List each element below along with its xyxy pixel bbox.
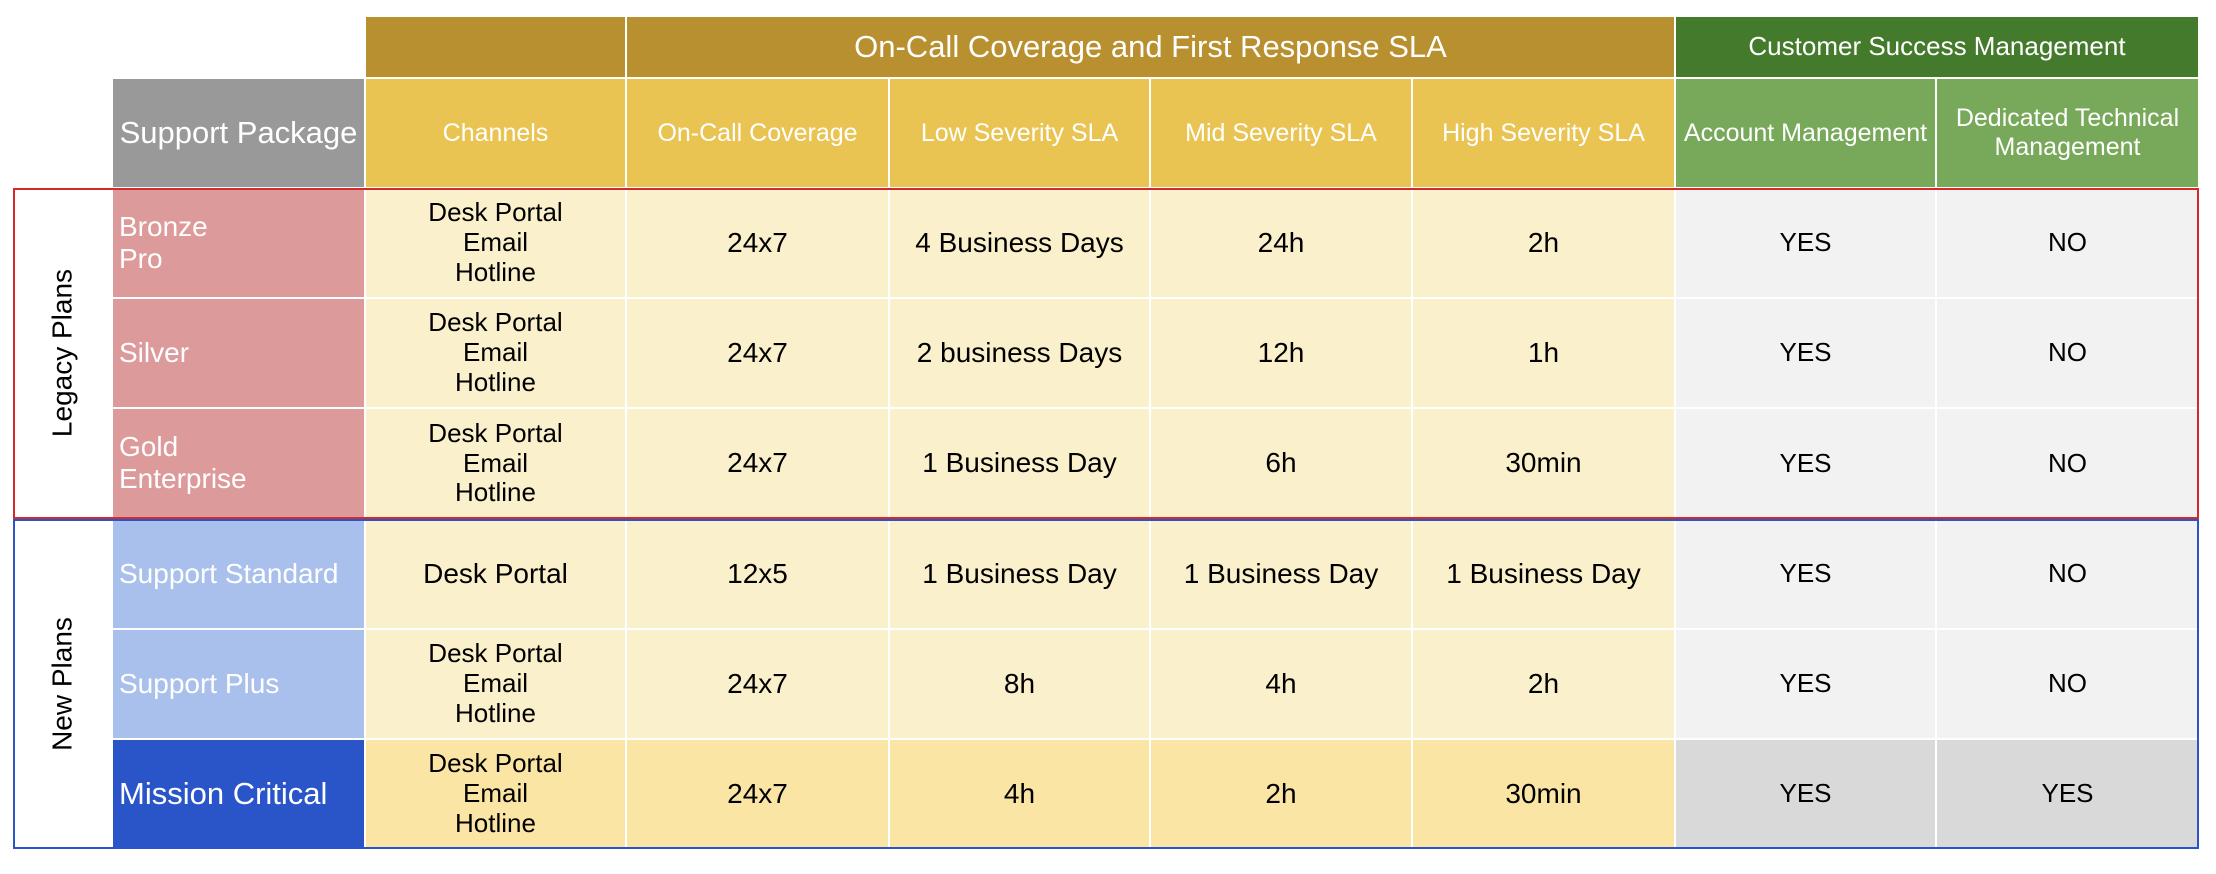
table-cell: 1 Business Day [1150, 518, 1412, 629]
table-cell: YES [1675, 188, 1936, 299]
package-name: Silver [112, 298, 365, 409]
package-name: Gold Enterprise [112, 408, 365, 519]
package-name: Support Plus [112, 628, 365, 739]
table-cell: 2h [1412, 188, 1675, 299]
table-cell: 1 Business Day [889, 408, 1150, 519]
group-label: New Plans [46, 616, 77, 751]
table-cell: Desk Portal Email Hotline [365, 408, 626, 519]
table-cell: 1 Business Day [1412, 518, 1675, 629]
table-cell: 2 business Days [889, 298, 1150, 409]
table-cell: 4h [1150, 628, 1412, 739]
table-cell: 24x7 [626, 188, 889, 299]
table-cell: 30min [1412, 739, 1675, 850]
table-cell: Desk Portal Email Hotline [365, 739, 626, 850]
column-header: Account Management [1675, 78, 1936, 188]
table-cell: YES [1675, 298, 1936, 409]
table-cell: 12h [1150, 298, 1412, 409]
header-band [365, 16, 626, 78]
column-header: Mid Severity SLA [1150, 78, 1412, 188]
csm-title: Customer Success Management [1675, 16, 2199, 78]
table-cell: 24h [1150, 188, 1412, 299]
column-header: On-Call Coverage [626, 78, 889, 188]
table-cell: YES [1675, 518, 1936, 629]
table-cell: YES [1675, 739, 1936, 850]
sla-title: On-Call Coverage and First Response SLA [626, 16, 1675, 78]
table-cell: Desk Portal Email Hotline [365, 628, 626, 739]
table-cell: 4h [889, 739, 1150, 850]
table-cell: 24x7 [626, 628, 889, 739]
package-name: Bronze Pro [112, 188, 365, 299]
table-cell: NO [1936, 628, 2199, 739]
group-border [13, 188, 2199, 519]
table-cell: NO [1936, 188, 2199, 299]
table-cell: 1h [1412, 298, 1675, 409]
column-header: Channels [365, 78, 626, 188]
column-header: Low Severity SLA [889, 78, 1150, 188]
table-cell: 1 Business Day [889, 518, 1150, 629]
table-cell: Desk Portal [365, 518, 626, 629]
table-cell: 2h [1412, 628, 1675, 739]
table-cell: NO [1936, 408, 2199, 519]
table-cell: 8h [889, 628, 1150, 739]
table-cell: 4 Business Days [889, 188, 1150, 299]
column-header: Support Package [112, 78, 365, 188]
table-cell: Desk Portal Email Hotline [365, 298, 626, 409]
table-cell: 2h [1150, 739, 1412, 850]
group-border [13, 518, 2199, 850]
table-cell: YES [1675, 628, 1936, 739]
group-label: Legacy Plans [46, 269, 77, 438]
column-header: High Severity SLA [1412, 78, 1675, 188]
package-name: Support Standard [112, 518, 365, 629]
table-cell: YES [1675, 408, 1936, 519]
package-name: Mission Critical [112, 739, 365, 850]
table-cell: NO [1936, 518, 2199, 629]
column-header: Dedicated Technical Management [1936, 78, 2199, 188]
table-cell: NO [1936, 298, 2199, 409]
table-cell: 24x7 [626, 408, 889, 519]
table-cell: 24x7 [626, 298, 889, 409]
